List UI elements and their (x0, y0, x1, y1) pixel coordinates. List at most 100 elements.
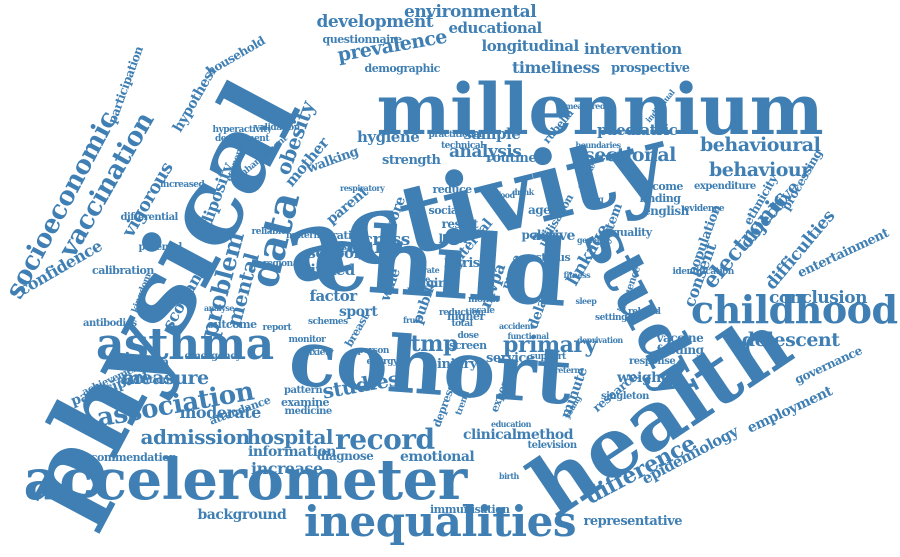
word: active (531, 228, 576, 244)
word: meal (407, 284, 427, 294)
word: feeding (656, 343, 705, 357)
word: medicine (284, 406, 333, 417)
word: birth (499, 471, 519, 481)
word: background (197, 507, 287, 523)
word: behaviour (709, 158, 811, 181)
word: scale (471, 305, 496, 316)
word: school (307, 243, 360, 262)
word: month (468, 294, 499, 305)
word: technical (441, 140, 484, 151)
word: higher (447, 309, 485, 323)
word: drink (512, 187, 534, 197)
word: sleep (575, 296, 597, 306)
word: parental (138, 242, 183, 253)
word: response (629, 356, 676, 367)
word: millennium (376, 68, 824, 151)
word: clinical (463, 427, 517, 443)
word: weight (617, 370, 667, 386)
word: demographic (364, 61, 441, 75)
word: deprivation (577, 335, 623, 345)
word: information (248, 444, 336, 460)
word: educational (448, 18, 543, 37)
word: genetic (577, 235, 607, 245)
word: schemes (308, 316, 348, 327)
word: conclusion (769, 287, 867, 308)
word: report (262, 322, 292, 333)
word: injury (437, 356, 477, 372)
word: expenditure (694, 181, 756, 192)
word: timeliness (512, 58, 600, 77)
word: regional (263, 258, 301, 269)
word: screen (449, 338, 487, 352)
word: risk (462, 255, 489, 271)
word: calibration (92, 263, 154, 277)
word: boy (444, 256, 464, 270)
word: rate (423, 265, 440, 275)
word: finding (639, 191, 681, 205)
word: sample (463, 124, 521, 143)
word: measured (565, 101, 605, 111)
word: examine (281, 395, 330, 409)
word: wheeze (326, 244, 364, 255)
word: identification (672, 266, 735, 277)
word: questionnaire (322, 32, 403, 46)
word: primary (503, 332, 597, 358)
word: emergency (184, 351, 242, 362)
word: childhood (691, 287, 898, 332)
word: differential (120, 212, 179, 223)
word: fitness (563, 270, 591, 280)
word: strength (382, 152, 441, 168)
word: lung (585, 194, 604, 204)
word: social (428, 203, 462, 217)
word: english (643, 204, 689, 218)
word: immunisation (430, 502, 510, 516)
word: symptom (111, 355, 169, 369)
word: singleton (601, 391, 649, 402)
word: linked (305, 260, 355, 279)
word: moderate (179, 403, 262, 422)
word: routine (486, 150, 537, 166)
word: food (497, 190, 515, 200)
word: television (527, 440, 578, 451)
word: reliable (251, 226, 287, 237)
word: maternal (286, 230, 328, 241)
word: sectional (584, 143, 676, 166)
word: related (628, 306, 661, 317)
word: longitudinal (481, 36, 580, 55)
word: total (451, 318, 474, 329)
word: reduce (432, 182, 473, 196)
word: girl (426, 276, 448, 290)
word: education (491, 419, 531, 429)
word: sport (339, 304, 378, 320)
word: environmental (404, 1, 537, 22)
word: aged (528, 203, 559, 217)
word: energy (366, 356, 399, 367)
word: factor (309, 286, 358, 305)
word: level (438, 232, 468, 246)
word: antibodies (83, 318, 137, 329)
word: prospective (611, 60, 690, 76)
word: emotional (400, 449, 475, 465)
word: representative (583, 513, 683, 529)
word: diagnose (317, 449, 374, 463)
word: anxiety (300, 347, 334, 358)
word: analyse (204, 303, 234, 313)
word: adolescent (730, 328, 840, 351)
word: dose (457, 330, 480, 341)
word: method (516, 427, 574, 443)
word: reduction (439, 307, 484, 318)
word: record (335, 423, 435, 456)
word: quality (612, 225, 653, 239)
word: increase (251, 459, 323, 478)
word: respiratory (340, 183, 385, 193)
word: validation (254, 122, 301, 133)
word: asthma (96, 319, 274, 370)
word: hospital (246, 425, 334, 449)
word: boundaries (575, 140, 622, 150)
word: functional (507, 331, 550, 341)
word: inequalities (304, 497, 576, 546)
word: free (414, 274, 430, 284)
word: evidence (684, 203, 725, 214)
word: monitor (288, 334, 326, 345)
